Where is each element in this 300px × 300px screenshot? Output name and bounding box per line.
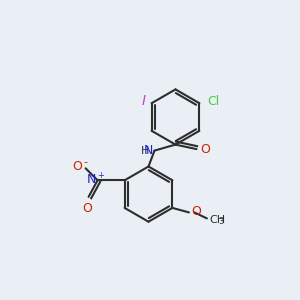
Text: Cl: Cl	[207, 95, 219, 108]
Text: +: +	[97, 171, 104, 180]
Text: N: N	[87, 173, 96, 186]
Text: 3: 3	[218, 217, 224, 226]
Text: -: -	[83, 157, 87, 167]
Text: O: O	[200, 142, 210, 156]
Text: N: N	[144, 144, 153, 157]
Text: I: I	[142, 94, 146, 108]
Text: O: O	[72, 160, 82, 173]
Text: O: O	[191, 205, 201, 218]
Text: O: O	[82, 202, 92, 215]
Text: H: H	[141, 146, 149, 156]
Text: CH: CH	[209, 215, 225, 225]
